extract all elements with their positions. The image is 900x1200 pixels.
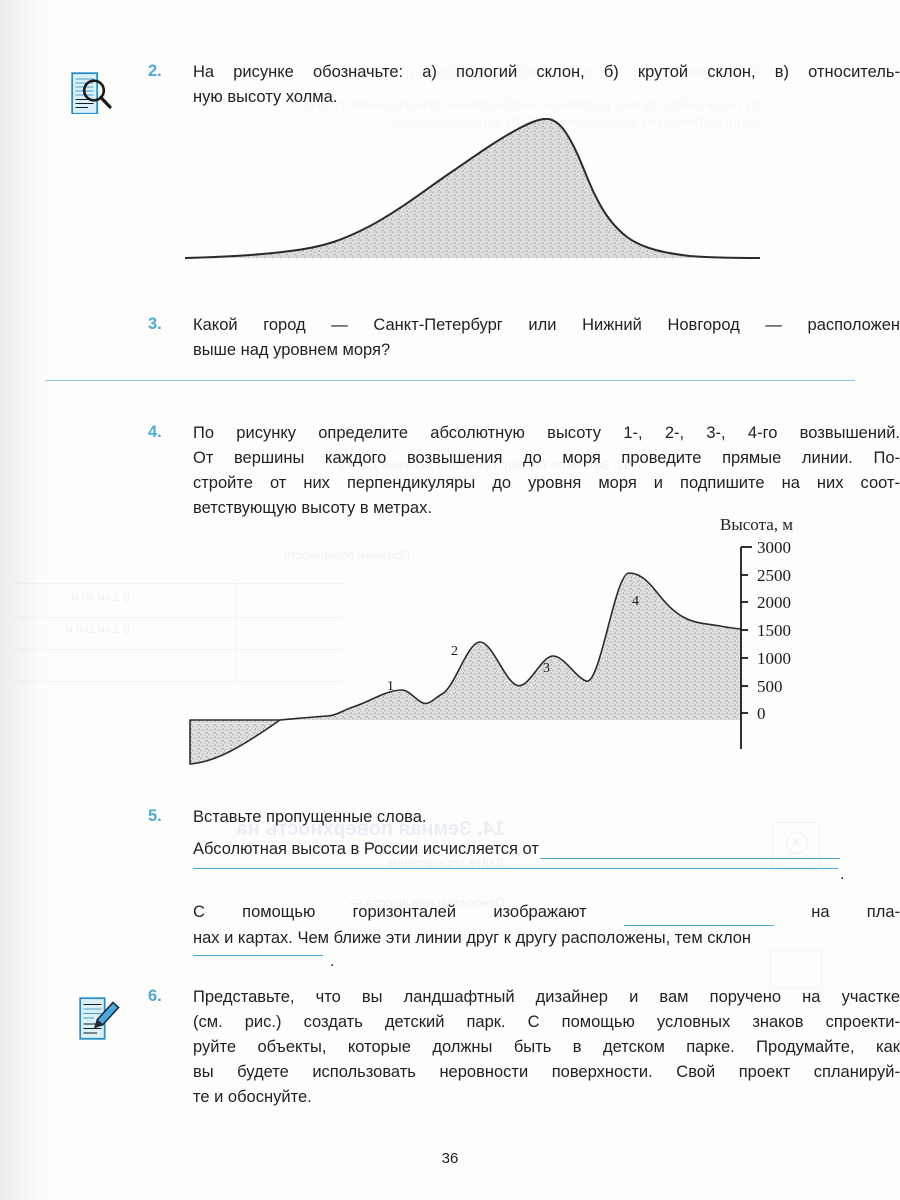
svg-text:1000: 1000 — [757, 649, 791, 668]
svg-text:3: 3 — [543, 661, 550, 676]
svg-text:4: 4 — [632, 594, 639, 609]
svg-text:0: 0 — [757, 704, 766, 723]
svg-text:1500: 1500 — [757, 621, 791, 640]
svg-text:1: 1 — [387, 679, 394, 694]
svg-text:500: 500 — [757, 677, 783, 696]
svg-text:3000: 3000 — [757, 540, 791, 557]
svg-text:2: 2 — [451, 644, 458, 659]
svg-text:2000: 2000 — [757, 593, 791, 612]
svg-text:2500: 2500 — [757, 566, 791, 585]
